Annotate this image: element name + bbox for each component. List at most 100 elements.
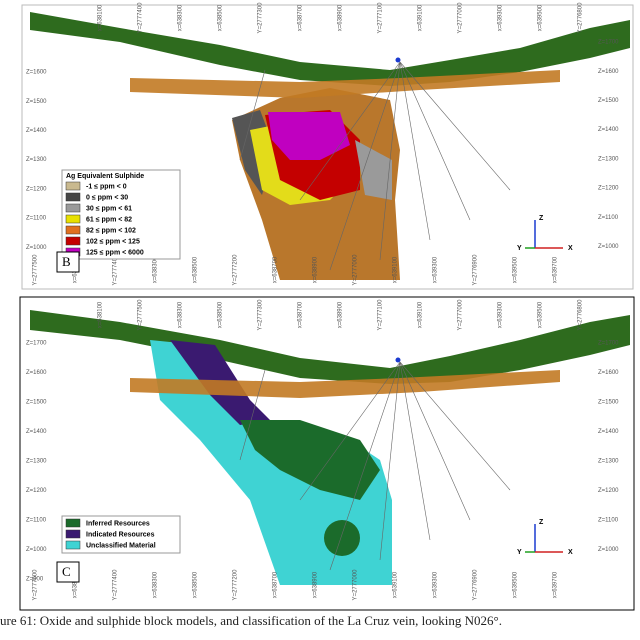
legend-label: Unclassified Material [86,542,156,549]
z-label: Z=1000 [26,245,47,251]
z-label: Z=900 [26,577,44,583]
coord-label: x=638900 [313,256,319,283]
triad-label: Z [539,519,544,526]
collar [395,57,401,63]
coord-label: x=639700 [553,256,559,283]
coord-label: x=638500 [218,4,224,31]
coord-label: Y=2777400 [113,569,119,601]
coord-label: Y=2777600 [33,569,39,601]
z-label: Z=1200 [26,488,47,494]
coord-label: x=638700 [298,301,304,328]
z-label: Z=1700 [598,341,619,347]
coord-label: x=638700 [273,571,279,598]
z-label: Z=1100 [26,216,47,222]
z-label: Z=1100 [598,215,619,221]
z-label: Z=1400 [26,429,47,435]
coord-label: x=639700 [553,571,559,598]
coord-label: x=638700 [298,4,304,31]
z-label: Z=1700 [26,341,47,347]
coord-label: Y=2777500 [33,254,39,286]
coord-label: x=638100 [98,4,104,31]
coord-label: x=638500 [193,256,199,283]
legend-swatch [65,540,81,550]
legend-swatch [65,203,81,213]
coord-label: x=639500 [538,301,544,328]
z-label: Z=1600 [598,69,619,75]
z-label: Z=1300 [26,459,47,465]
z-label: Z=1200 [598,186,619,192]
z-label: Z=1300 [598,459,619,465]
coord-label: x=639300 [433,571,439,598]
panel-label: C [62,564,71,579]
legend-label: 125 ≤ ppm < 6000 [86,249,144,256]
coord-label: x=638300 [178,4,184,31]
z-label: Z=1100 [26,518,47,524]
coord-label: x=639300 [498,301,504,328]
coord-label: x=639100 [393,571,399,598]
coord-label: Y=2776900 [473,254,479,286]
triad-label: Y [517,549,522,556]
coord-label: Y=2777400 [113,254,119,286]
coord-label: Y=2777200 [233,254,239,286]
z-label: Z=1000 [598,244,619,250]
triad-label: X [568,245,573,252]
coord-label: Y=2777200 [233,569,239,601]
z-label: Z=1000 [598,547,619,553]
z-label: Z=1100 [598,518,619,524]
coord-label: x=638700 [273,256,279,283]
coord-label: x=638500 [218,301,224,328]
z-label: Z=1300 [26,157,47,163]
legend-swatch [65,529,81,539]
coord-label: Y=2776800 [578,2,584,34]
z-label: Z=1000 [26,547,47,553]
legend-label: Indicated Resources [86,531,155,538]
legend-swatch [65,236,81,246]
coord-label: Y=2776800 [578,299,584,331]
coord-label: Y=2777000 [458,2,464,34]
legend-box [61,169,181,260]
collar [395,357,401,363]
panel-c-model [30,310,630,585]
z-label: Z=1200 [598,488,619,494]
panel-label: B [62,254,71,269]
panel-label-box [56,561,80,583]
z-label: Z=1500 [26,99,47,105]
z-label: Z=1500 [598,400,619,406]
coord-label: x=639300 [433,256,439,283]
z-label: Z=1400 [598,429,619,435]
coord-label: Y=2777400 [138,2,144,34]
legend-title: Ag Equivalent Sulphide [66,173,144,180]
coord-label: x=639100 [393,256,399,283]
drillholes [239,61,511,571]
triad-label: Y [517,245,522,252]
coord-label: x=638100 [98,301,104,328]
z-label: Z=1500 [26,400,47,406]
z-label: Z=1300 [598,156,619,162]
z-label: Z=1600 [26,70,47,76]
coord-label: x=638900 [313,571,319,598]
legend-swatch [65,518,81,528]
legend-swatch [65,225,81,235]
coord-label: Y=2777000 [353,254,359,286]
coord-label: x=639500 [513,571,519,598]
legend-label: -1 ≤ ppm < 0 [86,183,127,190]
z-label: Z=1700 [598,40,619,46]
legend-swatch [65,181,81,191]
z-label: Z=1600 [598,370,619,376]
panel-label-box [56,251,80,273]
coord-label: Y=2777100 [378,2,384,34]
coord-label: x=638500 [193,571,199,598]
coord-label: Y=2777300 [258,2,264,34]
coord-label: Y=2777000 [353,569,359,601]
coord-label: Y=2777000 [458,299,464,331]
coord-label: x=638300 [178,301,184,328]
coord-label: Y=2777100 [378,299,384,331]
legend-swatch [65,214,81,224]
coord-label: Y=2777300 [258,299,264,331]
legend-label: Inferred Resources [86,520,150,527]
coord-label: x=639100 [418,301,424,328]
coord-label: Y=2777500 [138,299,144,331]
coord-label: x=638300 [153,571,159,598]
legend-label: 61 ≤ ppm < 82 [86,216,132,223]
